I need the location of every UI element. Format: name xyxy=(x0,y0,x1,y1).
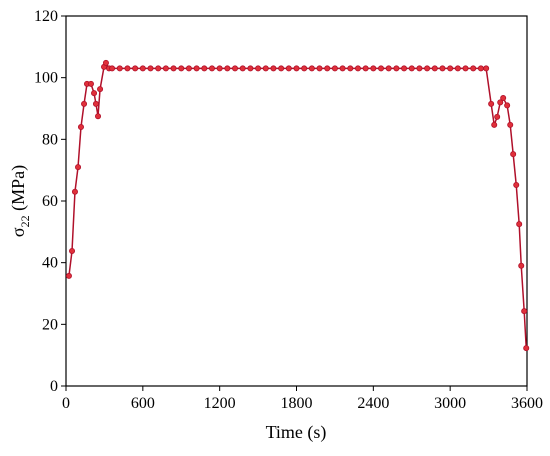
y-axis-label: σ22 (MPa) xyxy=(8,165,32,237)
y-tick-label: 60 xyxy=(42,193,58,210)
data-point xyxy=(316,65,323,72)
data-point xyxy=(124,65,131,72)
data-point xyxy=(255,65,262,72)
data-point xyxy=(97,86,104,93)
data-point xyxy=(178,65,185,72)
data-point xyxy=(285,65,292,72)
data-point xyxy=(71,188,78,195)
x-tick-label: 3000 xyxy=(434,395,466,412)
data-point xyxy=(416,65,423,72)
data-point xyxy=(497,99,504,106)
data-point xyxy=(65,272,72,279)
data-point xyxy=(521,308,528,315)
data-point xyxy=(308,65,315,72)
data-point xyxy=(185,65,192,72)
data-point xyxy=(139,65,146,72)
data-point xyxy=(216,65,223,72)
data-point xyxy=(378,65,385,72)
data-point xyxy=(439,65,446,72)
data-point xyxy=(155,65,162,72)
data-point xyxy=(270,65,277,72)
data-point xyxy=(347,65,354,72)
data-point xyxy=(500,95,507,102)
data-point xyxy=(102,59,109,66)
data-point xyxy=(447,65,454,72)
data-point xyxy=(491,121,498,128)
data-point xyxy=(81,100,88,107)
data-point xyxy=(193,65,200,72)
data-point xyxy=(162,65,169,72)
data-point xyxy=(431,65,438,72)
data-point xyxy=(494,113,501,120)
y-tick-label: 40 xyxy=(42,255,58,272)
data-line xyxy=(68,61,527,349)
data-point xyxy=(208,65,215,72)
y-tick-label: 100 xyxy=(34,70,58,87)
x-tick-label: 1200 xyxy=(204,395,236,412)
data-point xyxy=(385,65,392,72)
data-point xyxy=(370,65,377,72)
data-point xyxy=(201,65,208,72)
data-point xyxy=(518,262,525,269)
y-label-unit: (MPa) xyxy=(8,165,29,216)
data-point xyxy=(510,151,517,158)
data-point xyxy=(116,65,123,72)
data-point xyxy=(75,164,82,171)
data-point xyxy=(293,65,300,72)
x-tick-label: 0 xyxy=(62,395,70,412)
data-point xyxy=(87,80,94,87)
data-point xyxy=(477,65,484,72)
data-point xyxy=(239,65,246,72)
data-point xyxy=(504,102,511,109)
data-point xyxy=(109,65,116,72)
data-point xyxy=(278,65,285,72)
x-tick-label: 3600 xyxy=(511,395,543,412)
data-point xyxy=(69,247,76,254)
data-point xyxy=(354,65,361,72)
data-point xyxy=(513,181,520,188)
data-point xyxy=(483,65,490,72)
data-point xyxy=(77,124,84,131)
y-tick-label: 20 xyxy=(42,316,58,333)
y-tick-label: 0 xyxy=(50,378,58,395)
data-point xyxy=(454,65,461,72)
y-tick-label: 80 xyxy=(42,131,58,148)
data-point xyxy=(224,65,231,72)
data-point xyxy=(95,113,102,120)
data-point xyxy=(507,121,514,128)
x-tick-label: 1800 xyxy=(281,395,313,412)
data-point xyxy=(232,65,239,72)
data-point xyxy=(424,65,431,72)
data-point xyxy=(462,65,469,72)
y-label-symbol: σ xyxy=(8,227,28,237)
y-label-subscript: 22 xyxy=(18,215,32,227)
data-point xyxy=(170,65,177,72)
data-point xyxy=(339,65,346,72)
plot-frame xyxy=(65,15,528,387)
data-point xyxy=(408,65,415,72)
data-point xyxy=(331,65,338,72)
y-tick-label: 120 xyxy=(34,8,58,25)
data-point xyxy=(247,65,254,72)
data-point xyxy=(523,345,530,352)
x-tick-label: 2400 xyxy=(357,395,389,412)
data-point xyxy=(393,65,400,72)
data-point xyxy=(262,65,269,72)
data-point xyxy=(132,65,139,72)
x-tick-label: 600 xyxy=(131,395,155,412)
data-point xyxy=(401,65,408,72)
data-point xyxy=(470,65,477,72)
x-axis-label: Time (s) xyxy=(266,422,327,443)
data-point xyxy=(147,65,154,72)
data-point xyxy=(91,90,98,97)
data-point xyxy=(324,65,331,72)
data-point xyxy=(301,65,308,72)
data-point xyxy=(488,100,495,107)
data-point xyxy=(362,65,369,72)
data-point xyxy=(92,100,99,107)
data-point xyxy=(516,221,523,228)
